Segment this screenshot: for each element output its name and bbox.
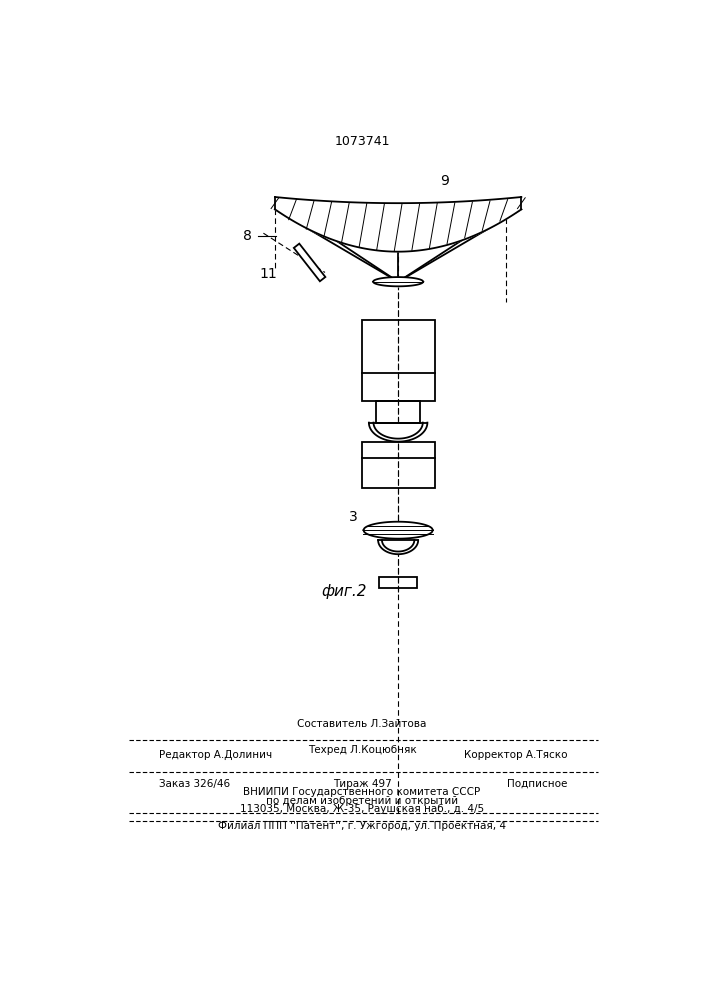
Bar [361,320,435,401]
Text: ВНИИПИ Государственного комитета СССР: ВНИИПИ Государственного комитета СССР [243,787,481,797]
Text: Заказ 326/46: Заказ 326/46 [160,779,230,789]
Text: 1073741: 1073741 [334,135,390,148]
Text: 9: 9 [440,174,450,188]
Text: 113035, Москва, Ж-35, Раушская наб., д. 4/5: 113035, Москва, Ж-35, Раушская наб., д. … [240,804,484,814]
Text: Тираж 497: Тираж 497 [332,779,392,789]
Bar [376,401,421,423]
Text: 11: 11 [259,267,277,281]
Text: Филиал ППП ''Патент'', г. Ужгород, ул. Проектная, 4: Филиал ППП ''Патент'', г. Ужгород, ул. П… [218,821,506,831]
Text: Техред Л.Коцюбняк: Техред Л.Коцюбняк [308,745,416,755]
Polygon shape [369,423,428,442]
Bar [361,442,435,488]
Polygon shape [294,244,325,281]
Bar [379,577,417,588]
Text: Корректор А.Тяско: Корректор А.Тяско [464,750,568,760]
Text: Подписное: Подписное [507,779,568,789]
Polygon shape [378,540,418,554]
Polygon shape [275,197,521,252]
Text: по делам изобретений и открытий: по делам изобретений и открытий [266,796,458,806]
Text: 3: 3 [349,510,358,524]
Text: фиг.2: фиг.2 [322,584,367,599]
Text: Редактор А.Долинич: Редактор А.Долинич [160,750,273,760]
Text: Составитель Л.Зайтова: Составитель Л.Зайтова [297,719,426,729]
Text: 8: 8 [243,229,252,242]
